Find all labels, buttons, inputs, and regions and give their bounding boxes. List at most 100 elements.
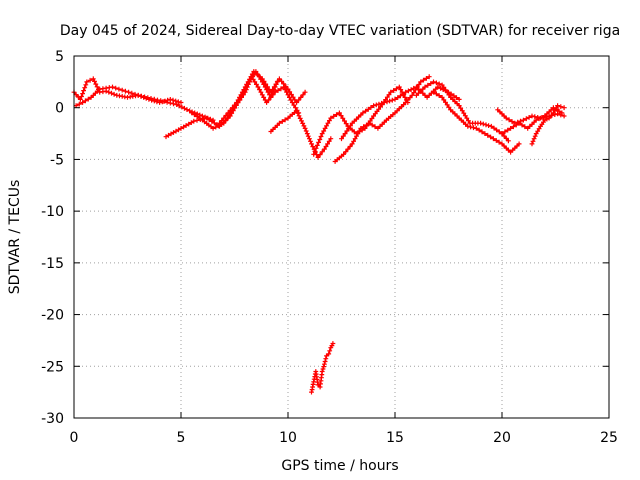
data-point [268,89,274,95]
data-series [71,69,567,395]
data-point [555,103,560,108]
data-point [166,132,171,138]
data-point [324,123,329,129]
data-point [79,94,84,99]
data-point [476,127,482,133]
data-point [493,138,499,143]
data-point [561,105,567,111]
y-tick-label: -20 [41,308,64,324]
data-point [478,120,483,126]
data-point [556,108,562,114]
data-point [403,89,409,95]
data-point [247,76,252,82]
data-point [173,98,179,104]
data-point [529,113,535,119]
data-point [111,91,117,97]
data-point [347,144,353,149]
data-point [466,118,471,124]
chart-title: Day 045 of 2024, Sidereal Day-to-day VTE… [60,23,620,39]
data-point [279,119,285,124]
data-point [80,100,85,105]
data-point [244,82,249,87]
data-point [325,120,331,126]
data-point [340,115,346,121]
data-point [559,110,565,116]
data-point [302,126,308,131]
data-point [334,112,339,117]
data-point [270,92,276,98]
series-trace-10 [414,79,511,144]
series-trace-6 [268,108,334,160]
data-point [129,90,135,96]
data-point [435,84,441,90]
data-point [434,80,439,86]
data-point [409,92,415,98]
data-point [488,123,494,129]
data-point [523,116,529,122]
data-point [496,129,502,135]
data-point [126,89,131,95]
data-point [179,104,185,110]
data-point [255,84,261,90]
data-point [94,84,100,90]
series-trace-8 [332,74,432,164]
data-point [181,124,186,130]
data-point [327,118,332,123]
data-point [191,118,197,124]
data-point [242,84,248,90]
series-trace-13 [499,105,565,136]
data-point [317,137,323,142]
data-point [119,87,125,93]
data-point [483,122,489,128]
data-point [516,120,522,126]
data-point [212,120,217,126]
data-point [83,82,89,88]
y-tick-label: 0 [55,101,64,117]
x-tick-label: 10 [279,430,297,446]
data-point [258,89,264,95]
data-point [317,152,323,157]
data-point [261,79,267,84]
data-point [342,131,348,136]
data-point [189,110,195,116]
data-point [184,107,190,112]
data-point [178,100,184,105]
data-point [287,89,293,95]
data-point [406,88,411,94]
data-point [204,115,210,121]
data-point [155,97,160,103]
data-point [379,100,384,106]
data-point [259,92,265,98]
data-point [462,113,468,119]
data-point [312,148,318,154]
data-point [499,131,505,136]
data-point [283,84,289,89]
data-point [277,120,282,126]
data-point [82,85,88,91]
data-point [411,85,417,91]
series-trace-15 [309,341,336,395]
data-point [352,136,358,142]
data-point [485,132,491,138]
data-point [519,122,525,128]
data-point [319,131,325,136]
data-point [532,133,538,139]
data-point [266,97,272,103]
data-point [325,141,330,147]
data-point [323,356,329,362]
data-point [471,125,476,131]
data-point [164,99,170,105]
y-tick-label: -10 [41,204,64,220]
data-point [411,90,417,95]
data-point [368,105,374,110]
data-point [93,81,99,87]
data-point [87,77,93,83]
data-point [529,141,535,147]
data-point [326,351,332,357]
data-point [139,93,144,99]
data-point [384,99,390,105]
data-point [339,136,344,142]
data-point [239,89,245,95]
data-point [434,91,439,97]
data-point [456,103,462,108]
